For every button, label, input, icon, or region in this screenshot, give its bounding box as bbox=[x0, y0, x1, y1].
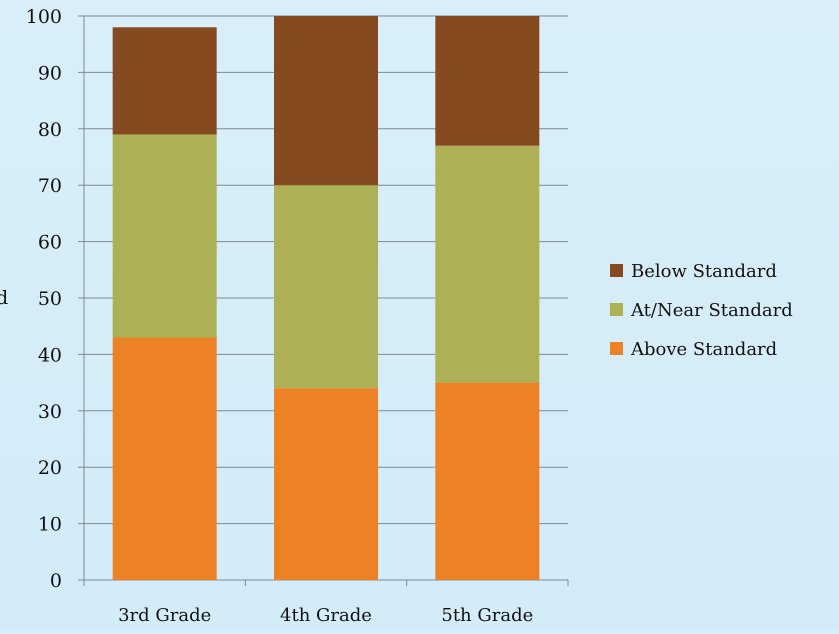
legend-swatch bbox=[610, 303, 623, 316]
bar-segment bbox=[274, 16, 378, 186]
y-tick-label: 90 bbox=[38, 62, 62, 84]
bar-segment bbox=[435, 16, 540, 146]
y-tick-label: 70 bbox=[38, 175, 62, 197]
legend-label: At/Near Standard bbox=[630, 300, 793, 321]
legend-label: Below Standard bbox=[631, 261, 777, 282]
axes: 0 10 20 30 40 50 60 70 80 90 100 3rd Grade 4th Grade… bbox=[26, 6, 569, 626]
legend: Below Standard At/Near Standard Above Stan… bbox=[610, 261, 793, 360]
y-tick-label: 10 bbox=[38, 514, 62, 536]
y-tick-label: 50 bbox=[38, 288, 62, 310]
y-tick-label: 40 bbox=[38, 344, 62, 366]
bar-segment bbox=[274, 388, 378, 580]
bar-segment bbox=[112, 134, 217, 338]
y-tick-label: 30 bbox=[38, 401, 62, 423]
y-axis-label: d bbox=[0, 287, 8, 309]
legend-label: Above Standard bbox=[630, 339, 777, 360]
y-tick-label: 0 bbox=[50, 570, 62, 592]
bar-segment bbox=[274, 185, 378, 389]
bar-segment bbox=[112, 337, 217, 580]
y-tick-label: 100 bbox=[26, 6, 62, 28]
x-category-label: 5th Grade bbox=[441, 605, 533, 626]
bar-segment bbox=[112, 27, 217, 135]
x-category-label: 3rd Grade bbox=[118, 605, 211, 626]
y-tick-label: 20 bbox=[38, 457, 62, 479]
bar-segment bbox=[435, 382, 540, 580]
x-category-label: 4th Grade bbox=[280, 605, 372, 626]
bars bbox=[112, 16, 540, 580]
bar-segment bbox=[435, 145, 540, 383]
legend-swatch bbox=[610, 342, 623, 355]
y-tick-label: 60 bbox=[38, 232, 62, 254]
legend-swatch bbox=[610, 264, 623, 277]
y-tick-label: 80 bbox=[38, 119, 62, 141]
